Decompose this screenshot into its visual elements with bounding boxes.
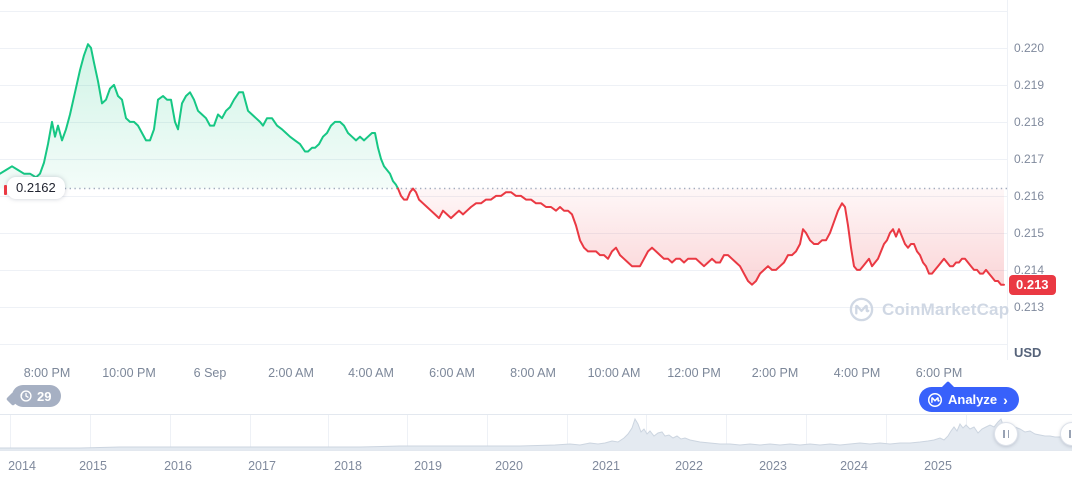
navigator-gridline xyxy=(806,415,807,450)
navigator-year-label: 2019 xyxy=(414,459,442,473)
navigator-gridline xyxy=(170,415,171,450)
y-axis-tick-label: 0.213 xyxy=(1014,299,1045,314)
range-navigator[interactable]: 2014 2015 2016 2017 2018 2019 2020 2021 2022 2023… xyxy=(0,414,1072,477)
x-axis-tick-label: 10:00 PM xyxy=(102,366,156,380)
x-axis-tick-label: 4:00 AM xyxy=(348,366,394,380)
y-axis-tick-label: 0.219 xyxy=(1014,77,1045,92)
watermark-text: CoinMarketCap xyxy=(882,299,1010,319)
navigator-gridline xyxy=(726,415,727,450)
navigator-year-label: 2024 xyxy=(840,459,868,473)
y-axis-tick-label: 0.217 xyxy=(1014,151,1045,166)
history-badge-count: 29 xyxy=(37,388,52,404)
y-axis-tick-label: 0.216 xyxy=(1014,188,1045,203)
navigator-year-label: 2015 xyxy=(79,459,107,473)
y-axis-tick-label: 0.218 xyxy=(1014,114,1045,129)
navigator-bottom-border xyxy=(0,450,1072,451)
navigator-gridline xyxy=(250,415,251,450)
navigator-year-label: 2023 xyxy=(759,459,787,473)
y-axis-tick-label: 0.214 xyxy=(1014,262,1045,277)
navigator-gridline xyxy=(487,415,488,450)
navigator-year-label: 2014 xyxy=(8,459,36,473)
current-price-badge: 0.213 xyxy=(1009,275,1056,295)
price-chart-plot-area[interactable]: 0.220 0.219 0.218 0.217 0.216 0.215 0.214 0.213… xyxy=(0,0,1072,360)
navigator-gridline xyxy=(886,415,887,450)
analyze-button[interactable]: Analyze › xyxy=(919,387,1019,412)
navigator-year-label: 2021 xyxy=(592,459,620,473)
x-axis-tick-label: 8:00 AM xyxy=(510,366,556,380)
coinmarketcap-logo-icon xyxy=(927,392,943,407)
coinmarketcap-logo-icon xyxy=(849,297,874,322)
navigator-year-label: 2016 xyxy=(164,459,192,473)
gridline xyxy=(0,10,1007,12)
x-axis-tick-label: 12:00 PM xyxy=(667,366,721,380)
analyze-button-label: Analyze xyxy=(948,392,998,407)
navigator-gridline xyxy=(567,415,568,450)
navigator-gridline xyxy=(10,415,11,450)
x-axis-tick-label: 6:00 AM xyxy=(429,366,475,380)
y-axis-border xyxy=(1007,0,1008,360)
gridline xyxy=(0,47,1007,49)
y-axis-tick-label: 0.220 xyxy=(1014,40,1045,55)
gridline xyxy=(0,232,1007,234)
x-axis-tick-label: 10:00 AM xyxy=(587,366,641,380)
gridline xyxy=(0,306,1007,308)
x-axis-tick-label: 2:00 AM xyxy=(268,366,314,380)
navigator-year-label: 2017 xyxy=(248,459,276,473)
navigator-gridline xyxy=(90,415,91,450)
navigator-top-border xyxy=(0,414,1072,415)
navigator-year-label: 2022 xyxy=(675,459,703,473)
gridline xyxy=(0,343,1007,345)
gridline xyxy=(0,195,1007,197)
x-axis-tick-label: 6 Sep xyxy=(193,366,227,380)
clock-history-icon xyxy=(20,390,32,402)
chevron-right-icon: › xyxy=(1003,391,1008,408)
y-axis-tick-label: 0.215 xyxy=(1014,225,1045,240)
y-axis-unit-label: USD xyxy=(1014,345,1042,360)
x-axis-tick-label: 6:00 PM xyxy=(915,366,963,380)
gridline xyxy=(0,121,1007,123)
gridline xyxy=(0,269,1007,271)
gridline xyxy=(0,158,1007,160)
gridline xyxy=(0,84,1007,86)
history-badge[interactable]: 29 xyxy=(12,385,62,407)
open-price-tick xyxy=(4,185,7,195)
x-axis-tick-label: 2:00 PM xyxy=(751,366,799,380)
x-axis-tick-label: 8:00 PM xyxy=(23,366,71,380)
navigator-year-label: 2020 xyxy=(495,459,523,473)
navigator-left-handle[interactable] xyxy=(994,422,1018,446)
navigator-area-chart[interactable] xyxy=(0,414,1072,450)
x-axis-tick-label: 4:00 PM xyxy=(833,366,881,380)
watermark: CoinMarketCap xyxy=(848,296,1009,323)
navigator-year-label: 2018 xyxy=(334,459,362,473)
open-price-label: 0.2162 xyxy=(7,177,65,199)
navigator-gridline xyxy=(328,415,329,450)
navigator-gridline xyxy=(407,415,408,450)
navigator-year-label: 2025 xyxy=(924,459,952,473)
price-line-canvas[interactable] xyxy=(0,0,1008,360)
